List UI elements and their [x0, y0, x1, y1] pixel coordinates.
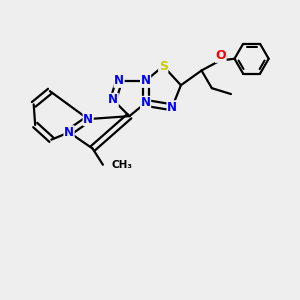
Text: S: S — [159, 60, 168, 73]
Text: O: O — [215, 49, 226, 62]
Text: N: N — [108, 93, 118, 106]
Text: CH₃: CH₃ — [111, 160, 132, 170]
Text: N: N — [141, 74, 151, 87]
Text: N: N — [167, 101, 177, 114]
Text: N: N — [64, 126, 74, 139]
Text: N: N — [114, 74, 124, 87]
Text: N: N — [141, 96, 151, 110]
Text: N: N — [83, 112, 93, 126]
